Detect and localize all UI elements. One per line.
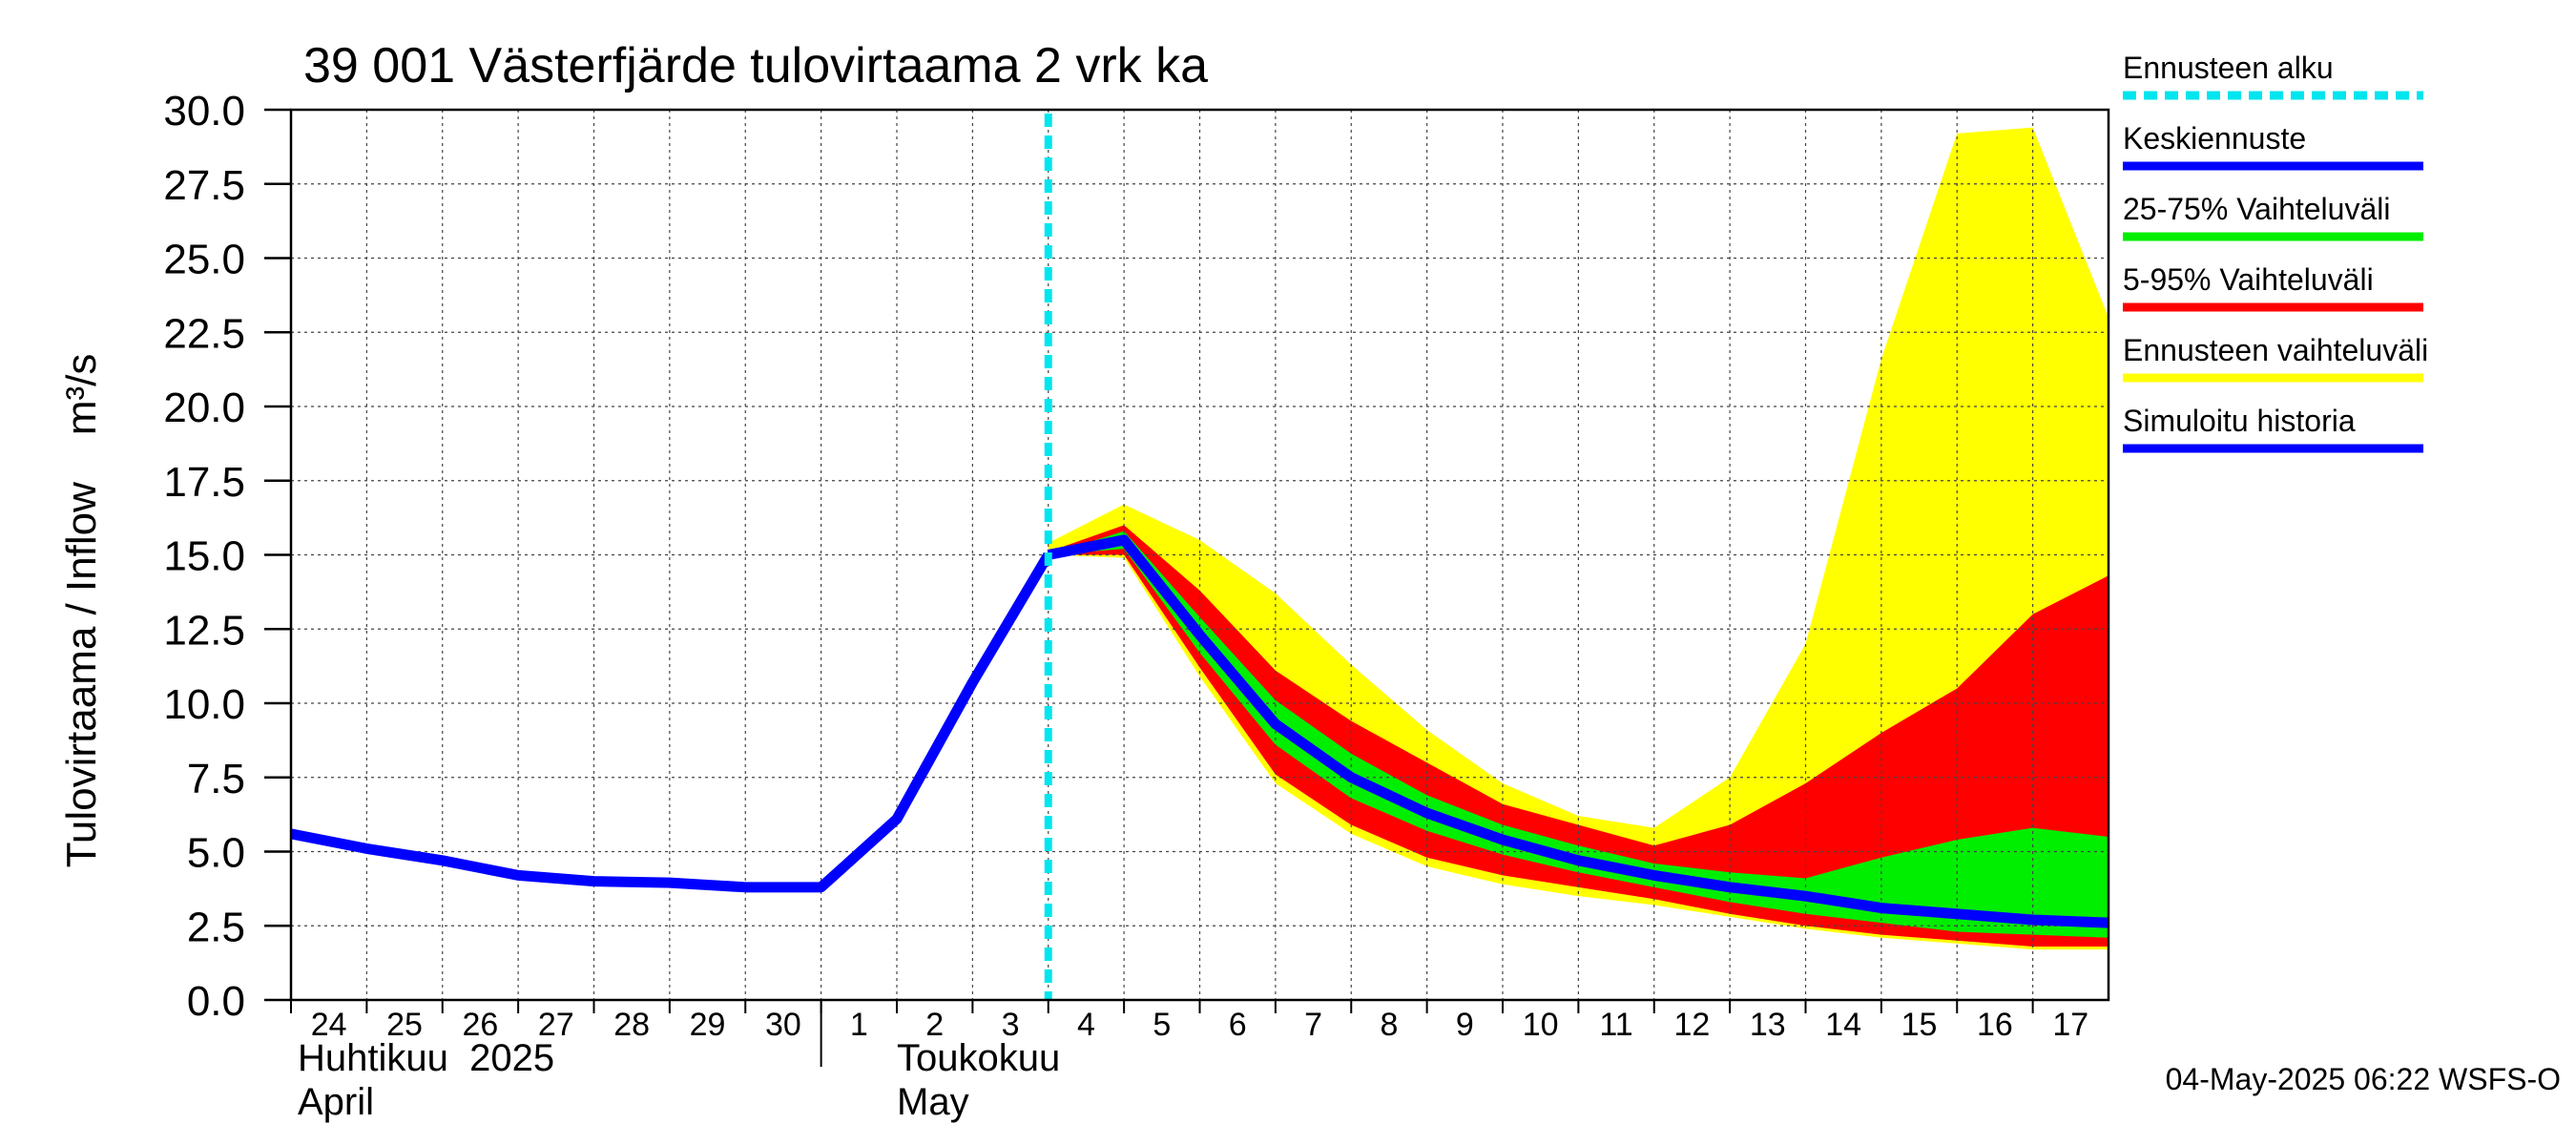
- band-5-95-vaihteluv-li: [1048, 525, 2109, 947]
- x-tick-label: 17: [2052, 1007, 2088, 1043]
- y-tick-label: 12.5: [163, 607, 245, 654]
- y-tick-label: 20.0: [163, 385, 245, 431]
- legend-label-5-95-vaihteluv-li: 5-95% Vaihteluväli: [2123, 262, 2374, 297]
- x-tick-label: 8: [1380, 1007, 1398, 1043]
- x-axis-ticks: 24 25 26 27 28 29 30 1 2 3 4 5 6 7 8 9 10 11 12 13 14 15 16 17: [290, 1000, 2088, 1067]
- y-tick-label: 0.0: [187, 978, 245, 1025]
- series-simuloitu-historia: [289, 552, 1053, 893]
- grid: [291, 110, 2109, 1000]
- x-tick-label: 28: [613, 1007, 650, 1043]
- legend-label-ennusteen-vaihteluv-li: Ennusteen vaihteluväli: [2123, 333, 2428, 367]
- y-axis-label: Tulovirtaama / Inflow m³/s: [58, 354, 105, 868]
- legend: Ennusteen alku Keskiennuste 25-75% Vaihtel…: [2123, 51, 2428, 453]
- y-tick-label: 25.0: [163, 237, 245, 283]
- month-label-april-en: April: [298, 1081, 374, 1123]
- month-label-may-fi: Toukokuu: [897, 1037, 1060, 1079]
- series-lines: [289, 114, 2109, 1000]
- x-tick-label: 11: [1599, 1007, 1632, 1043]
- y-tick-label: 2.5: [187, 904, 245, 950]
- legend-label-25-75-vaihteluv-li: 25-75% Vaihteluväli: [2123, 192, 2390, 226]
- x-tick-label: 27: [538, 1007, 574, 1043]
- y-tick-label: 22.5: [163, 310, 245, 357]
- legend-label-ennusteen-alku: Ennusteen alku: [2123, 51, 2334, 85]
- x-tick-label: 2: [925, 1007, 944, 1043]
- y-tick-label: 7.5: [187, 756, 245, 802]
- x-tick-label: 13: [1750, 1007, 1786, 1043]
- x-tick-label: 1: [850, 1007, 868, 1043]
- y-tick-label: 27.5: [163, 162, 245, 209]
- y-tick-label: 15.0: [163, 533, 245, 580]
- x-tick-label: 24: [311, 1007, 347, 1043]
- series-keskiennuste: [1047, 534, 2109, 928]
- chart-title: 39 001 Västerfjärde tulovirtaama 2 vrk k…: [303, 38, 1208, 94]
- x-tick-label: 10: [1523, 1007, 1559, 1043]
- x-tick-label: 6: [1229, 1007, 1247, 1043]
- x-tick-label: 30: [765, 1007, 801, 1043]
- x-tick-label: 15: [1901, 1007, 1938, 1043]
- y-tick-label: 5.0: [187, 830, 245, 877]
- month-label-april-fi: Huhtikuu 2025: [298, 1037, 554, 1079]
- x-tick-label: 26: [463, 1007, 499, 1043]
- x-tick-label: 7: [1304, 1007, 1322, 1043]
- x-tick-label: 16: [1977, 1007, 2013, 1043]
- month-label-may-en: May: [897, 1081, 969, 1123]
- x-tick-label: 9: [1456, 1007, 1474, 1043]
- footer-timestamp: 04-May-2025 06:22 WSFS-O: [2166, 1062, 2561, 1096]
- x-tick-label: 12: [1674, 1007, 1711, 1043]
- x-tick-label: 3: [1002, 1007, 1020, 1043]
- y-tick-label: 10.0: [163, 681, 245, 728]
- x-tick-label: 25: [386, 1007, 423, 1043]
- y-tick-label: 17.5: [163, 459, 245, 506]
- y-axis-ticks: 0.0 2.5 5.0 7.5 10.0 12.5 15.0 17.5 20.0 22.5 25.0…: [163, 88, 291, 1025]
- x-tick-label: 5: [1153, 1007, 1171, 1043]
- x-tick-label: 14: [1825, 1007, 1861, 1043]
- x-tick-label: 29: [690, 1007, 726, 1043]
- y-tick-label: 30.0: [163, 88, 245, 135]
- legend-label-simuloitu-historia: Simuloitu historia: [2123, 404, 2356, 438]
- legend-label-keskiennuste: Keskiennuste: [2123, 121, 2306, 156]
- x-tick-label: 4: [1077, 1007, 1095, 1043]
